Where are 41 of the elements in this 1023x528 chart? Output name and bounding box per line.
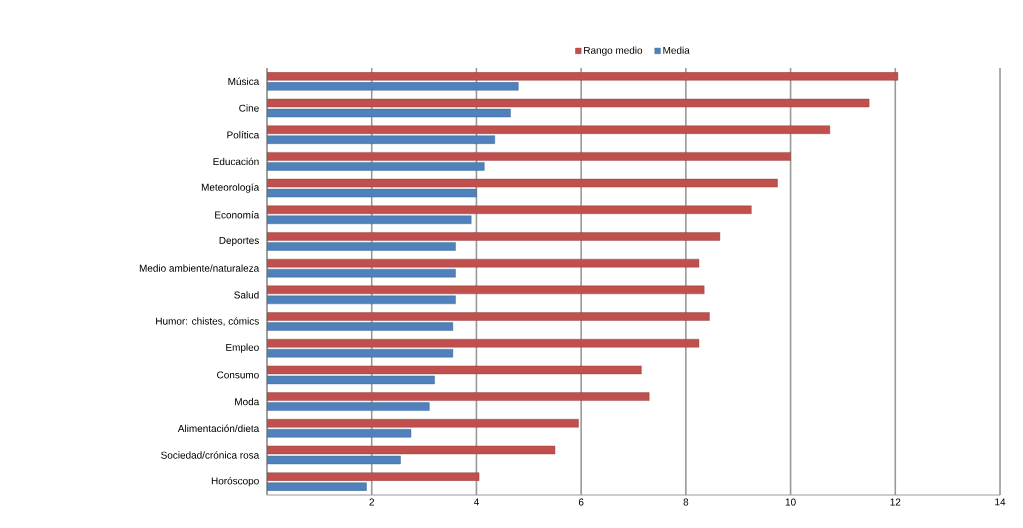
bar <box>267 135 495 144</box>
y-tick-label: Salud <box>234 291 259 299</box>
bar <box>267 322 454 331</box>
legend-label: Media <box>663 46 690 54</box>
y-tick-label: Horóscopo <box>211 476 259 487</box>
y-tick-label: Moda <box>235 397 260 406</box>
x-tick-label: 12 <box>890 498 901 506</box>
y-tick-label: Política <box>227 130 260 139</box>
bar <box>267 402 430 411</box>
y-tick-label: Humor: chistes, cómics <box>156 317 259 326</box>
x-tick-label: 8 <box>683 498 689 506</box>
bar <box>267 295 456 305</box>
bar <box>267 188 477 198</box>
x-tick-label: 10 <box>785 498 796 506</box>
y-tick-label: Sociedad/crónica rosa <box>161 451 260 459</box>
y-tick-label: Alimentación/dieta <box>177 424 260 432</box>
y-tick-label: Empleo <box>226 343 259 353</box>
bar <box>267 215 472 224</box>
x-tick-label: 6 <box>578 498 584 506</box>
y-tick-label: Música <box>228 77 260 86</box>
x-tick-label: 2 <box>369 498 374 506</box>
bar <box>267 482 367 491</box>
bar <box>267 268 456 278</box>
y-tick-label: Consumo <box>217 371 259 379</box>
bar <box>267 82 519 91</box>
x-tick-label: 14 <box>995 498 1006 506</box>
bar <box>267 455 401 465</box>
x-tick-label: 4 <box>473 498 479 506</box>
y-tick-label: Educación <box>213 157 259 166</box>
y-tick-label: Meteorología <box>201 183 260 193</box>
y-tick-label: Economía <box>215 211 260 219</box>
y-tick-label: Medio ambiente/naturaleza <box>139 264 260 272</box>
bar <box>267 242 456 251</box>
bar <box>267 429 412 438</box>
bar <box>267 162 485 171</box>
bar <box>267 108 511 118</box>
bar <box>267 375 435 385</box>
y-tick-label: Cine <box>239 104 259 112</box>
y-tick-label: Deportes <box>219 237 259 246</box>
bar <box>267 349 454 358</box>
legend-label: Rango medio <box>584 46 643 56</box>
